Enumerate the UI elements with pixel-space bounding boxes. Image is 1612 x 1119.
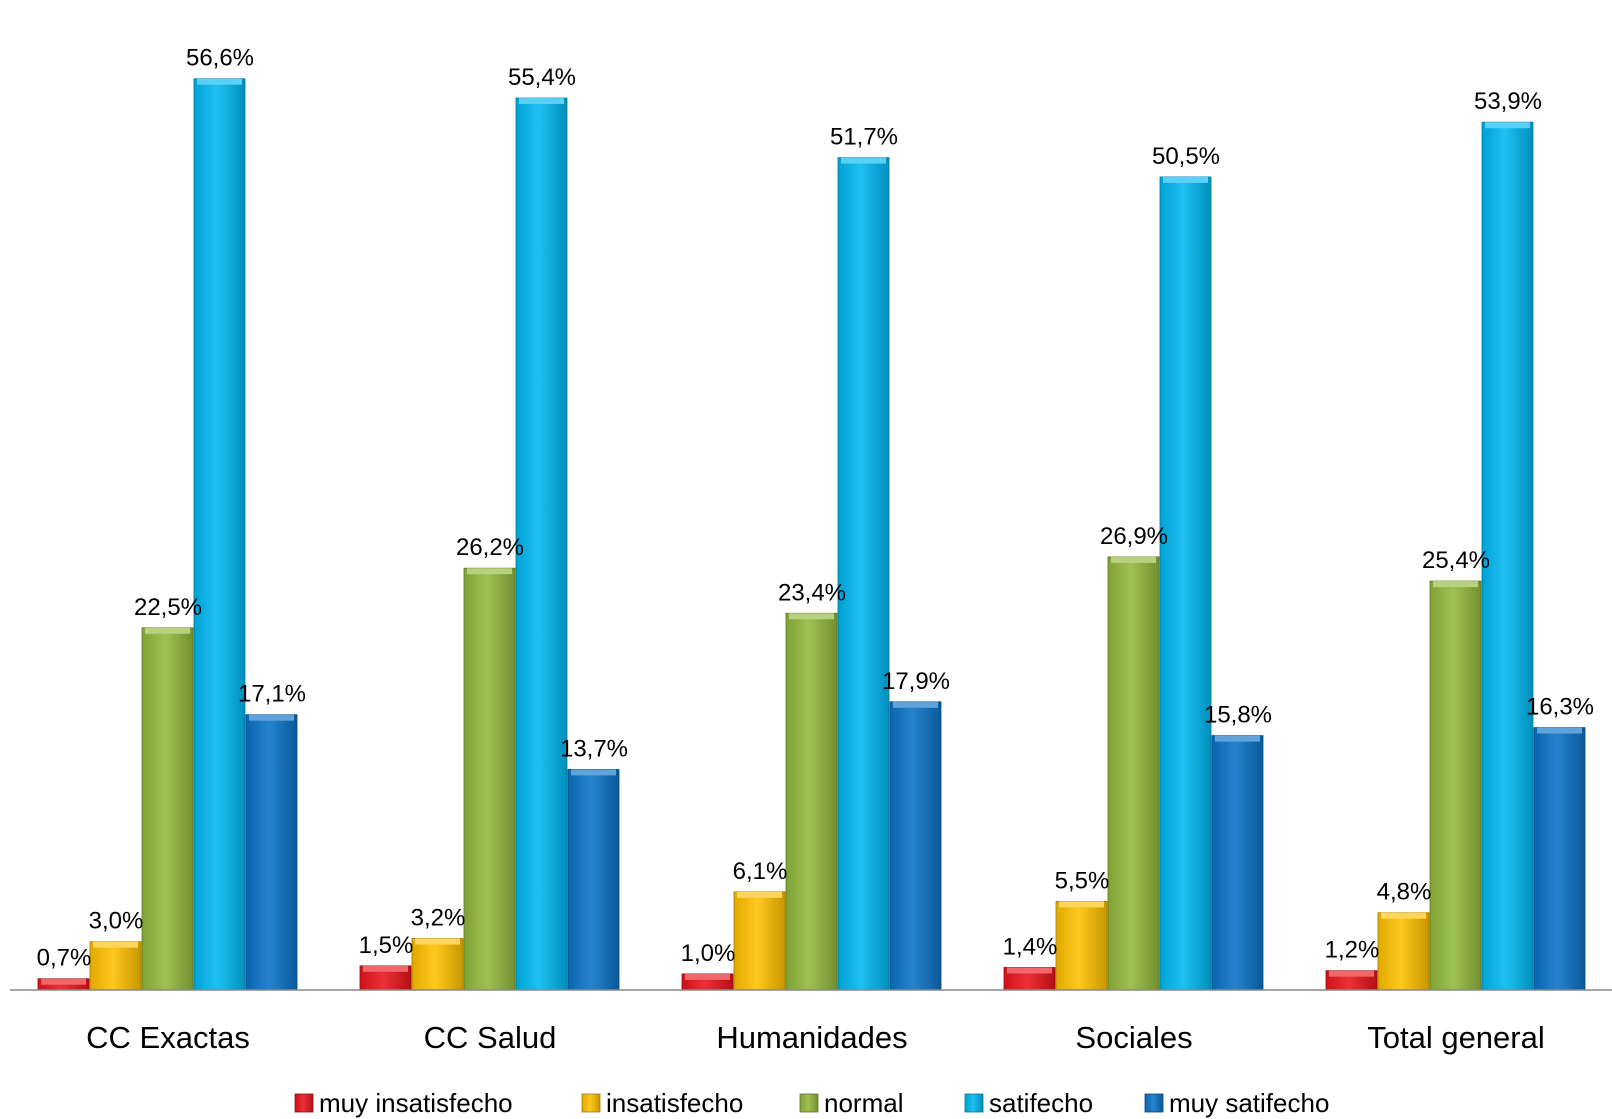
bar-top-highlight <box>415 938 460 945</box>
data-label-total-general-muy-satifecho: 16,3% <box>1526 694 1594 721</box>
bar-cc-salud-insatisfecho <box>411 938 464 991</box>
legend-label-insatisfecho: insatisfecho <box>606 1088 743 1118</box>
bar-top-highlight <box>145 627 190 634</box>
legend: muy insatisfecho insatisfecho normal satife… <box>294 1088 1329 1118</box>
bar-top-highlight <box>1433 581 1478 588</box>
data-label-cc-salud-muy-satifecho: 13,7% <box>560 735 628 762</box>
data-label-cc-salud-normal: 26,2% <box>456 534 524 561</box>
bar-top-highlight <box>41 978 86 985</box>
legend-label-satifecho: satifecho <box>989 1088 1093 1118</box>
legend-swatch-muy-insatisfecho <box>294 1093 314 1113</box>
bar-humanidades-normal <box>785 612 838 991</box>
bar-top-highlight <box>1007 967 1052 974</box>
data-label-sociales-muy-insatisfecho: 1,4% <box>1003 933 1058 960</box>
data-label-total-general-muy-insatisfecho: 1,2% <box>1325 937 1380 964</box>
bar-total-general-muy-satifecho <box>1533 727 1586 991</box>
legend-swatch-satifecho <box>964 1093 984 1113</box>
bar-humanidades-insatisfecho <box>733 891 786 991</box>
bar-cc-exactas-satifecho <box>193 78 246 991</box>
bar-top-highlight <box>893 701 938 708</box>
legend-swatch-insatisfecho <box>581 1093 601 1113</box>
data-label-humanidades-muy-insatisfecho: 1,0% <box>681 940 736 967</box>
data-label-sociales-insatisfecho: 5,5% <box>1055 867 1110 894</box>
bar-total-general-satifecho <box>1481 121 1534 991</box>
data-label-cc-exactas-muy-insatisfecho: 0,7% <box>37 945 92 972</box>
bar-total-general-normal <box>1429 580 1482 991</box>
bar-humanidades-satifecho <box>837 157 890 991</box>
bar-cc-salud-muy-satifecho <box>567 769 620 991</box>
category-label: Humanidades <box>716 1020 907 1055</box>
bar-sociales-insatisfecho <box>1055 901 1108 991</box>
bar-top-highlight <box>737 891 782 898</box>
bar-sociales-muy-satifecho <box>1211 735 1264 991</box>
bar-top-highlight <box>1215 735 1260 742</box>
bar-humanidades-muy-satifecho <box>889 701 942 991</box>
legend-swatch-normal <box>799 1093 819 1113</box>
bar-top-highlight <box>93 941 138 948</box>
bar-top-highlight <box>1537 727 1582 734</box>
bar-top-highlight <box>1059 901 1104 908</box>
legend-label-muy-insatisfecho: muy insatisfecho <box>319 1088 513 1118</box>
data-label-total-general-insatisfecho: 4,8% <box>1377 879 1432 906</box>
bars-layer <box>37 78 1586 991</box>
bar-top-highlight <box>789 613 834 620</box>
data-label-total-general-normal: 25,4% <box>1422 547 1490 574</box>
data-label-sociales-satifecho: 50,5% <box>1152 143 1220 170</box>
value-labels-layer: 0,7% 3,0% 22,5% 56,6% 17,1% 1,5%3,2% 26,2% 55,4… <box>37 45 1594 972</box>
bar-top-highlight <box>197 78 242 85</box>
data-label-cc-exactas-normal: 22,5% <box>134 594 202 621</box>
bar-top-highlight <box>1163 176 1208 183</box>
data-label-humanidades-insatisfecho: 6,1% <box>733 858 788 885</box>
legend-swatch-muy-satifecho <box>1144 1093 1164 1113</box>
bar-cc-exactas-insatisfecho <box>89 941 142 991</box>
bar-top-highlight <box>467 568 512 575</box>
data-label-sociales-normal: 26,9% <box>1100 523 1168 550</box>
bar-top-highlight <box>571 769 616 776</box>
bar-top-highlight <box>1485 122 1530 129</box>
data-label-sociales-muy-satifecho: 15,8% <box>1204 702 1272 729</box>
bar-cc-exactas-muy-satifecho <box>245 714 298 991</box>
bar-top-highlight <box>519 98 564 105</box>
bar-sociales-normal <box>1107 556 1160 991</box>
data-label-total-general-satifecho: 53,9% <box>1474 88 1542 115</box>
data-label-humanidades-muy-satifecho: 17,9% <box>882 668 950 695</box>
bar-cc-salud-normal <box>463 567 516 991</box>
data-label-cc-exactas-satifecho: 56,6% <box>186 45 254 72</box>
bar-top-highlight <box>1111 556 1156 563</box>
category-labels-layer: CC Exactas CC Salud Humanidades Sociales Tot… <box>86 1020 1545 1055</box>
data-label-cc-exactas-muy-satifecho: 17,1% <box>238 681 306 708</box>
bar-top-highlight <box>249 714 294 721</box>
bar-top-highlight <box>1329 970 1374 977</box>
data-label-cc-salud-muy-insatisfecho: 1,5% <box>359 932 414 959</box>
legend-label-normal: normal <box>824 1088 903 1118</box>
bar-cc-exactas-normal <box>141 627 194 991</box>
bar-top-highlight <box>685 973 730 980</box>
data-label-cc-salud-satifecho: 55,4% <box>508 64 576 91</box>
data-label-cc-exactas-insatisfecho: 3,0% <box>89 908 144 935</box>
category-label: Sociales <box>1075 1020 1192 1055</box>
category-label: CC Exactas <box>86 1020 250 1055</box>
bar-total-general-insatisfecho <box>1377 912 1430 991</box>
category-label: Total general <box>1367 1020 1545 1055</box>
bar-top-highlight <box>363 965 408 972</box>
data-label-cc-salud-insatisfecho: 3,2% <box>411 904 466 931</box>
bar-top-highlight <box>841 157 886 164</box>
legend-label-muy-satifecho: muy satifecho <box>1169 1088 1329 1118</box>
bar-top-highlight <box>1381 912 1426 919</box>
bar-sociales-satifecho <box>1159 176 1212 991</box>
category-label: CC Salud <box>424 1020 557 1055</box>
data-label-humanidades-normal: 23,4% <box>778 579 846 606</box>
data-label-humanidades-satifecho: 51,7% <box>830 124 898 151</box>
